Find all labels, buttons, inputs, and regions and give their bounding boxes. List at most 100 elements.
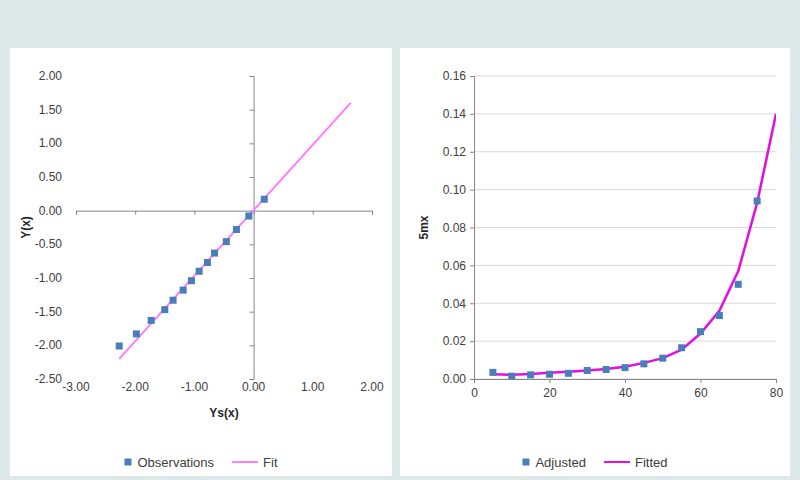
legend-label: Adjusted	[535, 455, 586, 470]
plot-area	[116, 103, 351, 359]
y-tick: 0.10	[443, 183, 474, 197]
x-tick-label: -1.00	[181, 380, 209, 394]
x-tick-mark	[135, 211, 136, 215]
data-point	[508, 373, 515, 379]
x-tick-mark	[76, 211, 77, 215]
y-axis-title: Y(x)	[19, 216, 33, 239]
x-tick-label: 20	[543, 386, 557, 400]
x-tick	[194, 211, 195, 215]
grid-line	[474, 76, 776, 77]
y-tick	[250, 278, 254, 279]
data-point	[233, 226, 240, 233]
y-axis-title: 5mx	[417, 215, 431, 239]
x-axis	[77, 211, 373, 215]
y-axis	[250, 77, 255, 380]
x-tick-label: 1.00	[301, 380, 325, 394]
data-point	[697, 328, 704, 335]
legend-swatch	[604, 461, 630, 463]
x-tick-mark	[313, 211, 314, 215]
y-tick-label: -0.50	[35, 237, 63, 251]
y-tick-mark	[470, 114, 474, 115]
data-point	[527, 371, 534, 378]
legend-label: Observations	[137, 455, 214, 470]
y-tick: 0.02	[443, 334, 474, 348]
series-line	[119, 103, 350, 359]
y-tick-mark	[470, 152, 474, 153]
x-axis: 020406080	[471, 379, 783, 400]
x-tick: 0	[471, 379, 478, 400]
x-tick-label: -3.00	[62, 380, 90, 394]
series-line	[493, 114, 776, 375]
y-tick-label: -2.00	[35, 338, 63, 352]
data-point	[196, 268, 203, 275]
y-tick	[250, 244, 254, 245]
y-tick-label: 0.00	[443, 372, 467, 386]
data-point	[211, 250, 218, 257]
x-tick-label: 80	[770, 386, 784, 400]
data-point	[603, 366, 610, 373]
data-point	[489, 369, 496, 376]
data-point	[622, 364, 629, 371]
x-tick	[135, 211, 136, 215]
y-tick-label: 1.00	[39, 136, 63, 150]
y-axis-line	[470, 77, 475, 380]
data-point	[678, 344, 685, 351]
y-tick	[250, 143, 254, 144]
y-tick-labels: -2.50-2.00-1.50-1.00-0.500.000.501.001.5…	[35, 69, 63, 386]
x-tick-label: 60	[694, 386, 708, 400]
x-tick	[313, 211, 314, 215]
y-tick-label: -1.00	[35, 271, 63, 285]
y-tick-label: 0.14	[443, 107, 467, 121]
y-tick-label: -2.50	[35, 372, 63, 386]
grid-line	[474, 265, 776, 266]
data-point	[245, 213, 252, 220]
grid	[474, 76, 776, 379]
y-tick-label: 0.12	[443, 145, 467, 159]
y-tick	[250, 76, 254, 77]
y-tick-label: 0.06	[443, 259, 467, 273]
y-axis-line	[250, 77, 255, 380]
panel-background	[10, 48, 392, 476]
legend-swatch	[124, 459, 131, 466]
legend: ObservationsFit	[124, 455, 277, 470]
y-tick-label: 0.00	[39, 204, 63, 218]
y-tick-mark	[470, 265, 474, 266]
y-tick-mark	[250, 110, 254, 111]
x-axis-line	[475, 380, 777, 384]
y-tick: 0.06	[443, 259, 474, 273]
x-tick: 20	[543, 379, 557, 400]
x-tick-label: -2.00	[122, 380, 150, 394]
x-tick: 60	[694, 379, 708, 400]
y-tick	[250, 110, 254, 111]
x-tick-mark	[776, 379, 777, 383]
y-tick-mark	[250, 143, 254, 144]
x-tick: 80	[770, 379, 784, 400]
y-tick-label: 1.50	[39, 103, 63, 117]
data-point	[565, 370, 572, 377]
data-point	[546, 371, 553, 378]
grid-line	[474, 113, 776, 114]
y-tick-mark	[250, 244, 254, 245]
data-point	[659, 355, 666, 362]
x-tick-mark	[625, 379, 626, 383]
chart: 0204060800.000.020.040.060.080.100.120.1…	[400, 48, 790, 476]
y-tick-mark	[470, 379, 474, 380]
data-point	[161, 306, 168, 313]
x-tick	[76, 211, 77, 215]
data-point	[584, 367, 591, 374]
y-tick	[250, 177, 254, 178]
data-point	[188, 277, 195, 284]
data-point	[735, 281, 742, 288]
x-tick-labels: -3.00-2.00-1.000.001.002.00	[62, 380, 384, 394]
plot-area	[489, 114, 776, 379]
y-tick-mark	[250, 177, 254, 178]
legend-label: Fitted	[635, 455, 668, 470]
y-tick-label: 0.16	[443, 69, 467, 83]
y-tick-mark	[470, 76, 474, 77]
grid-line	[474, 151, 776, 152]
legend-item: Fitted	[604, 455, 668, 470]
y-tick: 0.04	[443, 297, 474, 311]
x-tick-mark	[372, 211, 373, 215]
grid-line	[474, 341, 776, 342]
data-point	[204, 259, 211, 266]
